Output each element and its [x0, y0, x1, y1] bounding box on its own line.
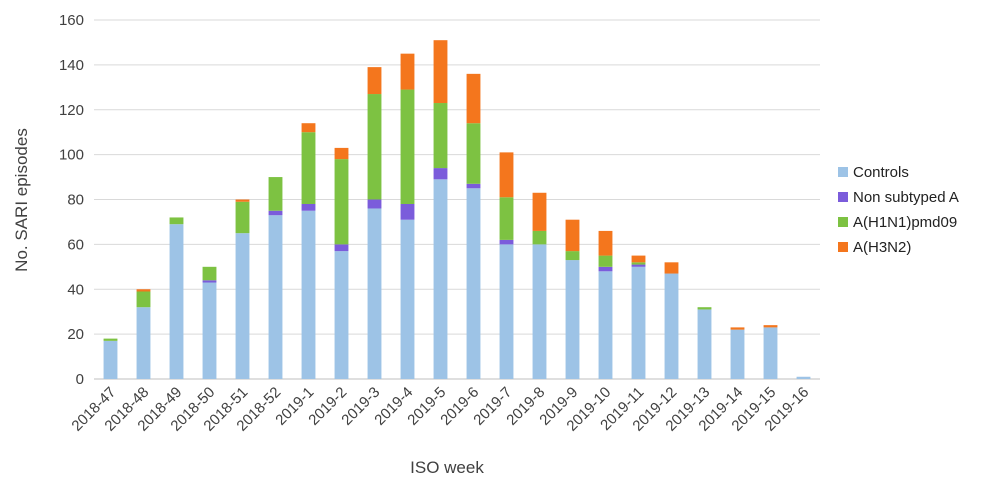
y-axis-ticks: 0 20 40 60 80 100 120 140 160 [59, 12, 84, 388]
legend-label: A(H1N1)pmd09 [853, 214, 957, 231]
bar-segment [268, 215, 283, 379]
bar-segment [433, 168, 448, 180]
bar-segment [466, 123, 481, 184]
bar-segment [367, 94, 382, 200]
bar-segment [235, 199, 250, 202]
bar-segment [136, 307, 151, 379]
bar-segment [499, 152, 514, 198]
y-tick-label: 120 [59, 102, 84, 119]
bar-segment [466, 183, 481, 189]
bar-segment [334, 251, 349, 379]
bar-segment [631, 264, 646, 267]
y-tick-label: 60 [67, 236, 84, 253]
bar-segment [301, 203, 316, 211]
bar-segment [400, 53, 415, 90]
bar-segment [334, 147, 349, 160]
bar-segment [334, 159, 349, 245]
bar-segment [598, 266, 613, 272]
legend-swatch [838, 167, 848, 177]
y-axis-title: No. SARI episodes [12, 128, 31, 272]
legend-swatch [838, 192, 848, 202]
bar-segment [334, 244, 349, 252]
legend-swatch [838, 217, 848, 227]
bar-segment [301, 210, 316, 379]
bar-segment [466, 188, 481, 379]
bars [103, 40, 811, 379]
bar-segment [664, 262, 679, 274]
bar-segment [532, 192, 547, 231]
bar-segment [202, 266, 217, 281]
bar-segment [367, 208, 382, 379]
y-tick-label: 160 [59, 12, 84, 29]
y-tick-label: 40 [67, 281, 84, 298]
legend-label: A(H3N2) [853, 239, 911, 256]
bar-segment [367, 67, 382, 95]
bar-segment [598, 271, 613, 379]
y-tick-label: 100 [59, 147, 84, 164]
bar-segment [796, 376, 811, 379]
bar-segment [169, 224, 184, 379]
bar-segment [664, 273, 679, 379]
bar-segment [235, 201, 250, 234]
bar-segment [565, 251, 580, 261]
bar-segment [400, 89, 415, 204]
bar-segment [268, 210, 283, 216]
bar-segment [565, 219, 580, 252]
bar-segment [103, 338, 118, 341]
bar-segment [763, 325, 778, 328]
bar-segment [730, 327, 745, 330]
bar-segment [202, 280, 217, 283]
bar-segment [631, 262, 646, 265]
bar-segment [697, 309, 712, 379]
bar-segment [532, 230, 547, 245]
bar-segment [400, 219, 415, 379]
y-tick-label: 20 [67, 326, 84, 343]
x-axis-title: ISO week [410, 458, 484, 477]
bar-segment [136, 289, 151, 292]
bar-segment [367, 199, 382, 209]
legend-label: Non subtyped A [853, 189, 959, 206]
bar-segment [136, 291, 151, 308]
bar-segment [499, 244, 514, 379]
bar-segment [499, 239, 514, 245]
x-axis-ticks: 2018-472018-482018-492018-502018-512018-… [68, 384, 812, 435]
bar-segment [697, 307, 712, 310]
bar-segment [433, 40, 448, 104]
bar-segment [301, 132, 316, 204]
bar-segment [763, 327, 778, 379]
y-tick-label: 80 [67, 192, 84, 209]
legend: Controls Non subtyped A A(H1N1)pmd09 A(H3N2… [838, 164, 959, 256]
bar-segment [598, 255, 613, 267]
bar-segment [499, 197, 514, 240]
bar-segment [631, 266, 646, 379]
legend-label: Controls [853, 164, 909, 181]
bar-segment [235, 233, 250, 379]
bar-segment [301, 123, 316, 133]
bar-segment [103, 340, 118, 379]
y-tick-label: 140 [59, 57, 84, 74]
bar-segment [565, 260, 580, 379]
bar-segment [433, 103, 448, 169]
legend-swatch [838, 242, 848, 252]
y-tick-label: 0 [76, 371, 84, 388]
bar-segment [466, 73, 481, 124]
bar-segment [433, 179, 448, 379]
bar-segment [631, 255, 646, 263]
bar-segment [598, 230, 613, 256]
bar-segment [532, 244, 547, 379]
bar-segment [169, 217, 184, 225]
bar-segment [730, 329, 745, 379]
bar-segment [400, 203, 415, 220]
bar-segment [202, 282, 217, 379]
bar-segment [268, 177, 283, 211]
